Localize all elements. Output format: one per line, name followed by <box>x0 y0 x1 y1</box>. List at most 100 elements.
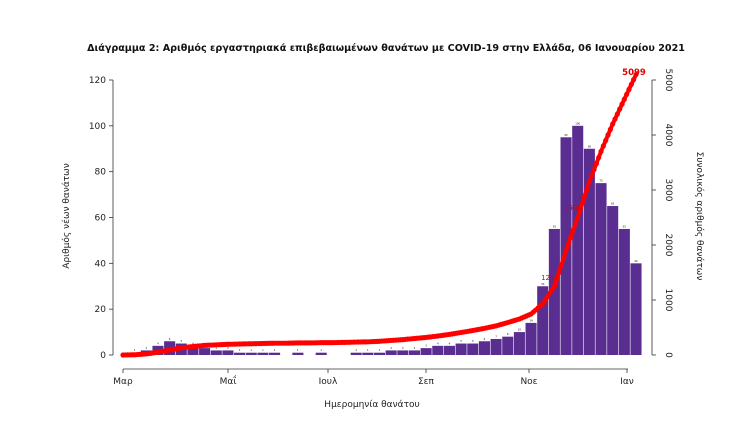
y-left-tick-label: 100 <box>89 122 106 132</box>
bar-value-labels: 1246543221111111112223445567810143055951… <box>134 121 638 352</box>
daily-bar <box>537 286 549 355</box>
daily-bar <box>443 345 455 355</box>
bar-value-label: 7 <box>495 334 497 338</box>
x-tick-label: Νοε <box>520 377 537 387</box>
bar-value-label: 2 <box>414 346 416 350</box>
daily-bar <box>548 228 560 355</box>
cumulative-point <box>598 148 604 155</box>
bar-value-label: 2 <box>215 346 217 350</box>
final-cumulative-label: 5099 <box>622 68 646 78</box>
cumulative-point <box>610 121 616 127</box>
cumulative-point <box>554 276 560 282</box>
y-right-tick-label: 4000 <box>663 124 673 147</box>
daily-bar <box>572 125 584 355</box>
cumulative-point <box>572 221 578 227</box>
daily-bar <box>269 352 281 355</box>
cumulative-point <box>633 71 639 78</box>
bar-value-label: 6 <box>484 337 486 341</box>
daily-bar <box>502 336 514 355</box>
x-tick-label: Ιαν <box>620 377 634 387</box>
cumulative-point <box>586 179 592 185</box>
cumulative-point <box>624 91 630 97</box>
cumulative-point <box>570 228 576 234</box>
x-tick-label: Μαρ <box>113 377 133 387</box>
bar-value-label: 1 <box>134 348 136 352</box>
bar-value-label: 8 <box>507 332 509 336</box>
bar-value-label: 100 <box>575 121 580 125</box>
daily-bar <box>257 352 269 355</box>
y-axis-left-label: Αριθμός νέων θανάτων <box>61 163 72 269</box>
bar-value-label: 2 <box>390 346 392 350</box>
daily-bar <box>210 350 222 355</box>
daily-bar <box>315 352 327 355</box>
daily-bar <box>455 343 467 355</box>
bar-value-label: 2 <box>227 346 229 350</box>
daily-bar <box>525 322 537 355</box>
bar-value-label: 1 <box>239 348 241 352</box>
daily-bar <box>362 352 374 355</box>
cumulative-point <box>591 167 597 173</box>
daily-bar <box>607 206 619 355</box>
bar-value-label: 5 <box>180 339 182 343</box>
cumulative-point <box>561 255 567 261</box>
cumulative-point <box>628 81 634 88</box>
cumulative-point <box>577 207 583 213</box>
daily-bar <box>630 263 642 355</box>
daily-bar <box>292 352 304 355</box>
bar-value-label: 3 <box>425 344 427 348</box>
mid-cumulative-label-2: 1250 <box>541 274 559 282</box>
y-right-tick-label: 2000 <box>663 234 673 257</box>
cumulative-point <box>612 116 618 122</box>
y-axis-right: 0 1000 2000 3000 4000 5000 <box>651 69 673 358</box>
daily-bar <box>199 348 211 355</box>
daily-bar <box>350 352 362 355</box>
daily-bar <box>618 228 630 355</box>
bar-value-label: 1 <box>250 348 252 352</box>
y-right-tick-label: 3000 <box>663 179 673 202</box>
daily-bar <box>595 183 607 355</box>
bar-value-label: 75 <box>599 179 603 183</box>
cumulative-point <box>551 283 557 289</box>
x-axis-label: Ημερομηνία θανάτου <box>324 400 419 410</box>
y-left-tick-label: 0 <box>100 351 106 361</box>
bar-value-label: 1 <box>367 348 369 352</box>
cumulative-point <box>584 186 590 192</box>
y-left-tick-label: 60 <box>95 214 107 224</box>
cumulative-point <box>568 234 574 240</box>
bar-value-label: 30 <box>541 282 545 286</box>
bar-value-label: 95 <box>564 133 568 137</box>
y-right-tick-label: 0 <box>663 352 673 358</box>
bar-value-label: 55 <box>553 224 557 228</box>
daily-bar <box>397 350 409 355</box>
y-left-tick-label: 80 <box>95 168 107 178</box>
bar-value-label: 5 <box>472 339 474 343</box>
y-left-tick-label: 120 <box>89 76 106 86</box>
bar-value-label: 4 <box>192 341 194 345</box>
bar-value-label: 1 <box>355 348 357 352</box>
cumulative-point <box>607 126 613 133</box>
x-tick-label: Μαΐ <box>220 375 237 387</box>
daily-bar <box>467 343 479 355</box>
cumulative-point <box>626 86 632 92</box>
bar-value-label: 90 <box>588 144 592 148</box>
bar-value-label: 5 <box>460 339 462 343</box>
bar-value-label: 4 <box>449 341 451 345</box>
cumulative-point <box>582 193 588 199</box>
daily-bar <box>222 350 234 355</box>
x-axis: Μαρ Μαΐ Ιουλ Σεπ Νοε Ιαν <box>113 368 634 387</box>
cumulative-point <box>621 96 627 102</box>
x-tick-label: Ιουλ <box>319 377 338 387</box>
cumulative-point <box>603 137 609 144</box>
cumulative-point <box>556 269 562 275</box>
bar-value-label: 1 <box>274 348 276 352</box>
y-axis-right-label: Συνολικός αριθμός θανάτων <box>694 152 705 281</box>
bar-value-label: 1 <box>320 348 322 352</box>
bar-value-label: 4 <box>157 341 159 345</box>
bar-value-label: 55 <box>623 224 627 228</box>
daily-bar <box>478 341 490 355</box>
daily-bar <box>490 338 502 355</box>
bar-value-label: 1 <box>379 348 381 352</box>
cumulative-point <box>579 200 585 206</box>
y-left-tick-label: 40 <box>95 259 107 269</box>
cumulative-line <box>120 71 639 358</box>
